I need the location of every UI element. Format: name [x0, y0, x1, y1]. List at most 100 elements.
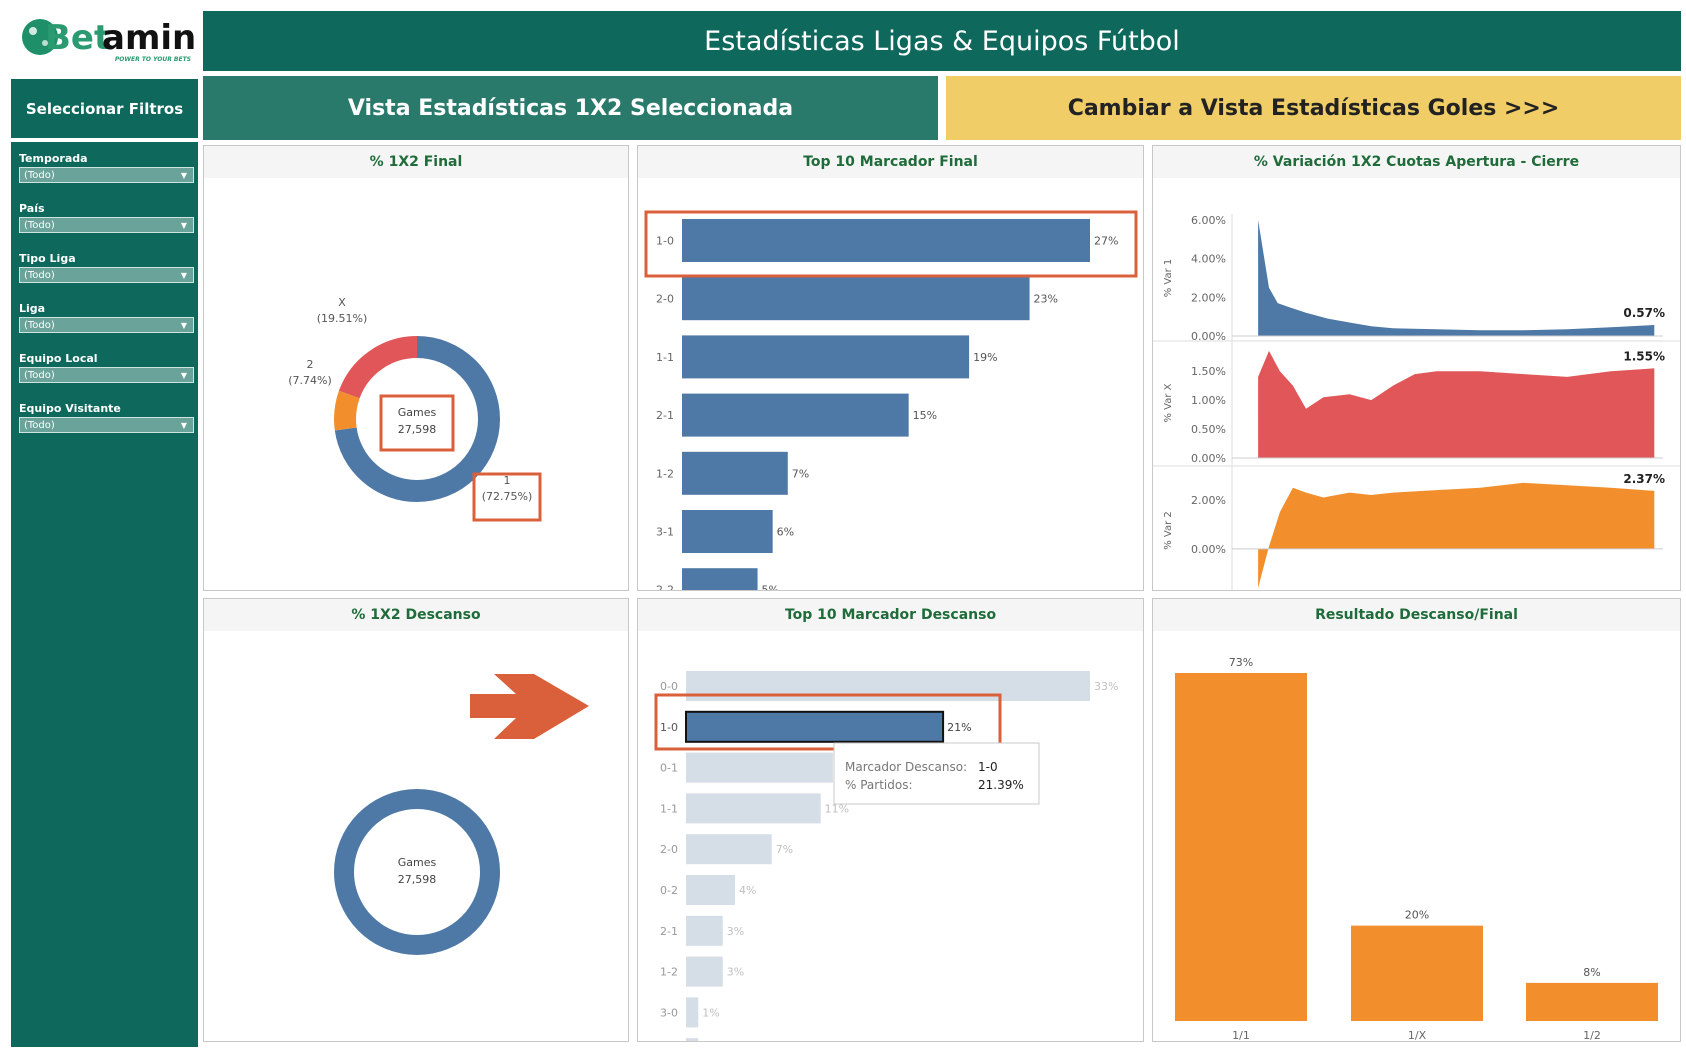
filter-equipo-visitante: Equipo Visitante (Todo) ▼ — [15, 402, 194, 433]
bar-3-0[interactable] — [686, 997, 699, 1028]
panel-resultado-descanso-final: Resultado Descanso/Final 73% 1/1 20% 1/X 8% 1… — [1152, 598, 1681, 1042]
tooltip-label: % Partidos: — [845, 778, 913, 792]
value-label: 15% — [913, 409, 937, 422]
filter-equipo-visitante-select[interactable]: (Todo) ▼ — [19, 417, 194, 433]
category-label: 1-1 — [660, 802, 678, 815]
value-label: 3% — [727, 966, 744, 979]
category-label: 0-0 — [660, 680, 678, 693]
donut-ring — [334, 789, 500, 955]
highlight-box — [644, 210, 1138, 278]
panel-variacion: % Variación 1X2 Cuotas Apertura - Cierre… — [1152, 145, 1681, 606]
filter-tipo-liga-select[interactable]: (Todo) ▼ — [19, 267, 194, 283]
chart-title: Top 10 Marcador Descanso — [638, 599, 1143, 631]
last-value-label: 1.55% — [1623, 349, 1665, 363]
slice-label-x: X — [338, 296, 346, 309]
y-tick-label: 1.50% — [1191, 365, 1226, 378]
panel-top10-descanso: Top 10 Marcador Descanso 0-0 33% 1-0 21% 0-1… — [637, 598, 1144, 1053]
donut-center-value: 27,598 — [398, 873, 437, 886]
value-label: 7% — [776, 843, 793, 856]
tooltip-value: 1-0 — [978, 760, 998, 774]
filter-value: (Todo) — [24, 420, 55, 431]
value-label: 21% — [947, 721, 971, 734]
filter-temporada-select[interactable]: (Todo) ▼ — [19, 167, 194, 183]
bar-1-2[interactable] — [682, 451, 788, 495]
donut-center-label: Games — [398, 406, 437, 419]
y-axis-label: % Var 2 — [1163, 511, 1174, 550]
bar-1-2[interactable] — [686, 956, 723, 987]
filter-value: (Todo) — [24, 320, 55, 331]
dropdown-arrow-icon: ▼ — [180, 271, 187, 280]
chart-title: % Variación 1X2 Cuotas Apertura - Cierre — [1153, 146, 1680, 178]
value-label: 20% — [1405, 909, 1429, 922]
y-axis-label: % Var 1 — [1163, 259, 1174, 298]
bar-2-2[interactable] — [682, 568, 758, 612]
slice-pct-x: (19.51%) — [317, 312, 368, 325]
logo-brand-prefix: Bet — [45, 18, 110, 58]
category-label: 2-2 — [656, 584, 674, 590]
bar-1-0[interactable] — [682, 219, 1090, 262]
filter-equipo-local-select[interactable]: (Todo) ▼ — [19, 367, 194, 383]
donut-slice-2[interactable] — [334, 336, 500, 502]
area-series-0[interactable] — [1258, 220, 1655, 336]
bar-2-2[interactable] — [686, 1038, 699, 1053]
value-label: 27% — [1094, 235, 1118, 248]
category-label: 2-1 — [660, 925, 678, 938]
tooltip-label: Marcador Descanso: — [845, 760, 967, 774]
bar-3-1[interactable] — [682, 510, 773, 553]
bar-1-0[interactable] — [685, 710, 945, 743]
bar-0-1[interactable] — [686, 752, 833, 783]
dropdown-arrow-icon: ▼ — [180, 371, 187, 380]
bar-2-0[interactable] — [686, 834, 772, 865]
value-label: 73% — [1229, 656, 1253, 669]
value-label: 5% — [762, 584, 779, 590]
area-variation-chart: 6.00% 4.00% 2.00% 0.00% % Var 1 0.57% 1.50% 1.0… — [1153, 214, 1680, 606]
y-tick-label: 0.50% — [1191, 423, 1226, 436]
tooltip-value: 21.39% — [978, 778, 1024, 792]
filter-pais-select[interactable]: (Todo) ▼ — [19, 217, 194, 233]
panel-top10-final: Top 10 Marcador Final 1-0 27% 2-0 23% 1-1 19%… — [637, 145, 1144, 612]
y-axis-label: % Var X — [1163, 383, 1174, 422]
chart-title: % 1X2 Final — [204, 146, 628, 178]
filter-tipo-liga: Tipo Liga (Todo) ▼ — [15, 252, 194, 283]
filter-value: (Todo) — [24, 220, 55, 231]
filters-button[interactable]: Seleccionar Filtros — [11, 79, 198, 138]
donut-center-label: Games — [398, 856, 437, 869]
y-tick-label: 2.00% — [1191, 494, 1226, 507]
bar-2-0[interactable] — [682, 277, 1030, 321]
filters-sidebar: Temporada (Todo) ▼ País (Todo) ▼ Tipo Liga… — [11, 142, 198, 1047]
value-label: 23% — [1034, 293, 1058, 306]
bar-1-1[interactable] — [682, 335, 970, 379]
filter-liga-select[interactable]: (Todo) ▼ — [19, 317, 194, 333]
y-tick-label: 0.00% — [1191, 543, 1226, 556]
view-1x2-button[interactable]: Vista Estadísticas 1X2 Seleccionada — [203, 76, 938, 140]
slice-label-1: 1 — [504, 474, 511, 487]
filter-label: Equipo Visitante — [19, 402, 121, 415]
switch-goles-view-button[interactable]: Cambiar a Vista Estadísticas Goles >>> — [946, 76, 1681, 140]
last-value-label: 0.57% — [1623, 306, 1665, 320]
category-label: 0-1 — [660, 762, 678, 775]
area-series-2[interactable] — [1258, 482, 1655, 588]
bar-1/2[interactable] — [1526, 982, 1658, 1021]
category-label: 1-2 — [660, 966, 678, 979]
bar-1-1[interactable] — [686, 793, 821, 824]
bar-descanso-chart: 0-0 33% 1-0 21% 0-1 1-1 11% 2-0 7% 0-2 4% 2-1 3% 1-2 3… — [654, 671, 1118, 1053]
area-series-1[interactable] — [1258, 350, 1655, 458]
filter-temporada: Temporada (Todo) ▼ — [15, 152, 194, 183]
bar-2-1[interactable] — [682, 393, 909, 437]
category-label: 1-1 — [656, 351, 674, 364]
bar-2-1[interactable] — [686, 915, 723, 946]
bar-1/X[interactable] — [1351, 925, 1483, 1021]
value-label: 7% — [792, 467, 809, 480]
category-label: 2-1 — [656, 409, 674, 422]
donut-center-value: 27,598 — [398, 423, 437, 436]
category-label: 1-0 — [660, 721, 678, 734]
bar-1/1[interactable] — [1175, 673, 1307, 1021]
filter-equipo-local: Equipo Local (Todo) ▼ — [15, 352, 194, 383]
bar-0-2[interactable] — [686, 875, 735, 905]
slice-label-2: 2 — [307, 358, 314, 371]
filter-liga: Liga (Todo) ▼ — [15, 302, 194, 333]
value-label: 4% — [739, 884, 756, 897]
donut-slice-x[interactable] — [334, 336, 500, 502]
category-label: 0-2 — [660, 884, 678, 897]
logo-tagline: POWER TO YOUR BETS — [115, 56, 191, 63]
